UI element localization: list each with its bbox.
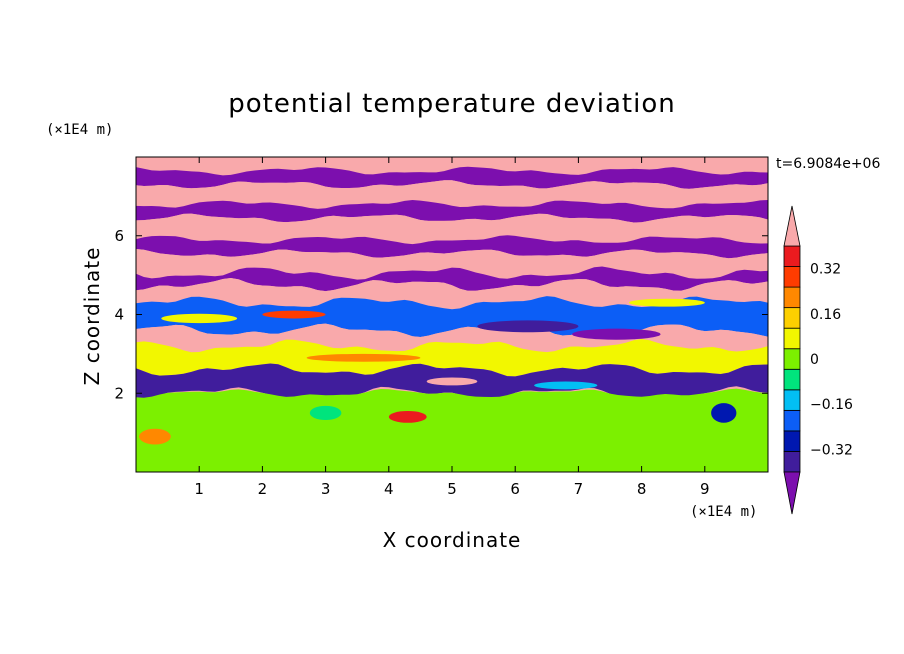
contour-band — [136, 296, 768, 337]
x-axis: 1 2 3 4 5 6 7 8 9 — [194, 157, 710, 498]
colorbar-segment — [783, 389, 801, 411]
colorbar: 0.32 0.16 0 −0.16 −0.32 — [783, 205, 853, 515]
contour-patch — [139, 428, 171, 445]
colorbar-segment — [783, 266, 801, 288]
contour-band — [136, 180, 768, 209]
contour-patch — [477, 320, 579, 333]
x-axis-label: X coordinate — [383, 528, 522, 552]
contour-patch — [306, 353, 421, 362]
contour-band — [136, 266, 768, 292]
contour-patch — [161, 313, 238, 324]
contour-band — [136, 213, 768, 245]
x-tick-label: 7 — [574, 480, 584, 498]
contour-patch — [309, 405, 342, 421]
colorbar-tick-label: −0.16 — [810, 397, 853, 413]
colorbar-extend-top — [783, 205, 801, 247]
y-unit-label: (×1E4 m) — [46, 122, 113, 138]
colorbar-segment — [783, 327, 801, 350]
contour-patch — [572, 328, 661, 340]
colorbar-segment — [783, 409, 801, 432]
contour-patch — [628, 298, 705, 307]
colorbar-segment — [783, 451, 801, 473]
contour-band — [136, 388, 768, 472]
contour-band — [136, 235, 768, 259]
y-tick-label: 2 — [114, 384, 124, 402]
colorbar-tick-label: 0 — [810, 352, 819, 368]
colorbar-segment — [783, 286, 801, 309]
y-axis-label: Z coordinate — [80, 247, 104, 386]
contour-band — [136, 157, 768, 176]
y-tick-label: 6 — [114, 227, 124, 245]
plot-area — [136, 157, 768, 472]
x-tick-label: 1 — [194, 480, 204, 498]
y-tick-label: 4 — [114, 306, 124, 324]
x-tick-label: 8 — [637, 480, 647, 498]
contour-patch — [534, 381, 598, 390]
colorbar-segment — [783, 348, 801, 370]
contour-band — [136, 200, 768, 223]
contour-band — [136, 278, 768, 310]
x-tick-label: 9 — [700, 480, 710, 498]
chart-title: potential temperature deviation — [228, 89, 675, 119]
colorbar-segment — [783, 430, 801, 452]
colorbar-tick-label: −0.32 — [810, 442, 853, 458]
contour-band — [136, 339, 768, 377]
colorbar-segment — [783, 368, 801, 391]
x-tick-label: 5 — [447, 480, 457, 498]
x-tick-label: 3 — [321, 480, 331, 498]
contour-patch — [388, 410, 427, 423]
contour-band — [136, 166, 768, 189]
colorbar-tick-label: 0.32 — [810, 262, 841, 278]
contour-patch — [262, 310, 326, 319]
contour-band — [136, 323, 768, 353]
x-unit-label: (×1E4 m) — [690, 504, 757, 520]
colorbar-extend-bottom — [783, 471, 801, 515]
x-tick-label: 6 — [510, 480, 520, 498]
contour-patch — [426, 377, 478, 386]
y-axis: 2 4 6 — [114, 227, 768, 402]
x-tick-label: 2 — [258, 480, 268, 498]
time-label: t=6.9084e+06 — [776, 156, 880, 172]
colorbar-tick-label: 0.16 — [810, 307, 841, 323]
contour-band — [136, 249, 768, 278]
colorbar-segment — [783, 245, 801, 267]
contour-patch — [711, 403, 737, 423]
colorbar-segment — [783, 307, 801, 329]
x-tick-label: 4 — [384, 480, 394, 498]
